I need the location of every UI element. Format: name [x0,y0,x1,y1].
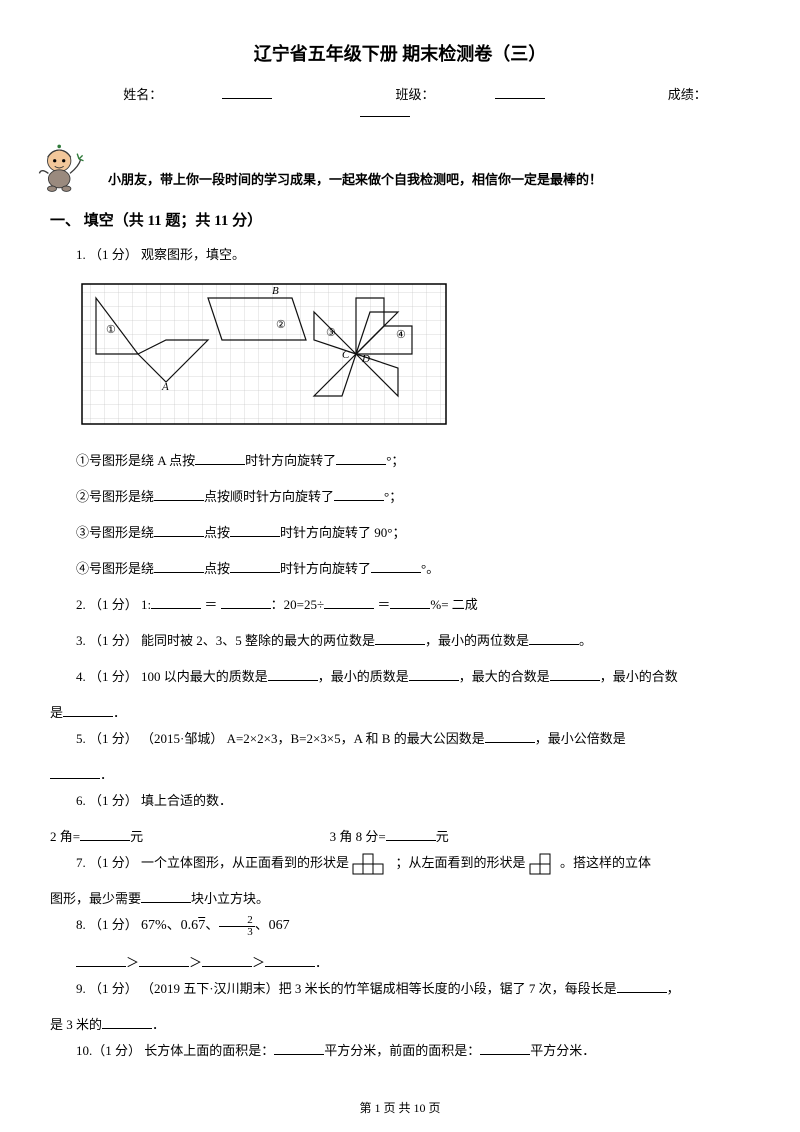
cartoon-icon [34,141,88,195]
left-view-icon [529,852,557,876]
q5-cont: ． [50,762,750,788]
page-footer: 第 1 页 共 10 页 [0,1099,800,1116]
svg-text:D: D [361,353,370,365]
q4: 4. （1 分） 100 以内最大的质数是，最小的质数是，最大的合数是，最小的合… [50,664,750,690]
svg-text:A: A [161,381,169,393]
svg-text:③: ③ [326,327,336,339]
q1-line2: ②号图形是绕点按顺时针方向旋转了°； [50,484,750,510]
svg-text:①: ① [106,324,116,336]
svg-text:B: B [272,285,279,297]
q5: 5. （1 分） （2015·邹城） A=2×2×3，B=2×3×5，A 和 B… [50,726,750,752]
q1-line4: ④号图形是绕点按时针方向旋转了°。 [50,556,750,582]
q3: 3. （1 分） 能同时被 2、3、5 整除的最大的两位数是，最小的两位数是。 [50,628,750,654]
name-label: 姓名： [93,87,302,102]
q2: 2. （1 分） 1: ＝ ：20=25÷ ＝%= 二成 [50,592,750,618]
section-header-1: 一、 填空（共 11 题；共 11 分） [50,209,750,230]
svg-text:④: ④ [396,329,406,341]
intro-text: 小朋友，带上你一段时间的学习成果，一起来做个自我检测吧，相信你一定是最棒的！ [108,141,602,188]
q1-line1: ①号图形是绕 A 点按时针方向旋转了°； [50,448,750,474]
q6-stem: 6. （1 分） 填上合适的数． [50,788,750,814]
q8-answer: ＞＞＞． [76,950,750,976]
front-view-icon [352,852,392,876]
q1-figure: ① A ② B ③ ④ C D [76,278,750,442]
q8-stem: 8. （1 分） 67%、0.67、23、067 [50,912,750,940]
svg-text:C: C [342,349,350,361]
q10: 10.（1 分） 长方体上面的面积是：平方分米，前面的面积是：平方分米． [50,1038,750,1064]
q1-line3: ③号图形是绕点按时针方向旋转了 90°； [50,520,750,546]
info-line: 姓名： 班级： 成绩： [50,84,750,121]
class-label: 班级： [365,87,574,102]
q7-cont: 图形，最少需要块小立方块。 [50,886,750,912]
q6-lines: 2 角=元 3 角 8 分=元 [50,824,750,850]
q4-cont: 是． [50,700,750,726]
q9: 9. （1 分） （2019 五下·汉川期末）把 3 米长的竹竿锯成相等长度的小… [50,976,750,1002]
page-title: 辽宁省五年级下册 期末检测卷（三） [50,40,750,66]
q1-stem: 1. （1 分） 观察图形，填空。 [50,242,750,268]
svg-text:②: ② [276,319,286,331]
q7: 7. （1 分） 一个立体图形，从正面看到的形状是 ；从左面看到的形状是 。搭这… [50,850,750,876]
q9-cont: 是 3 米的． [50,1012,750,1038]
